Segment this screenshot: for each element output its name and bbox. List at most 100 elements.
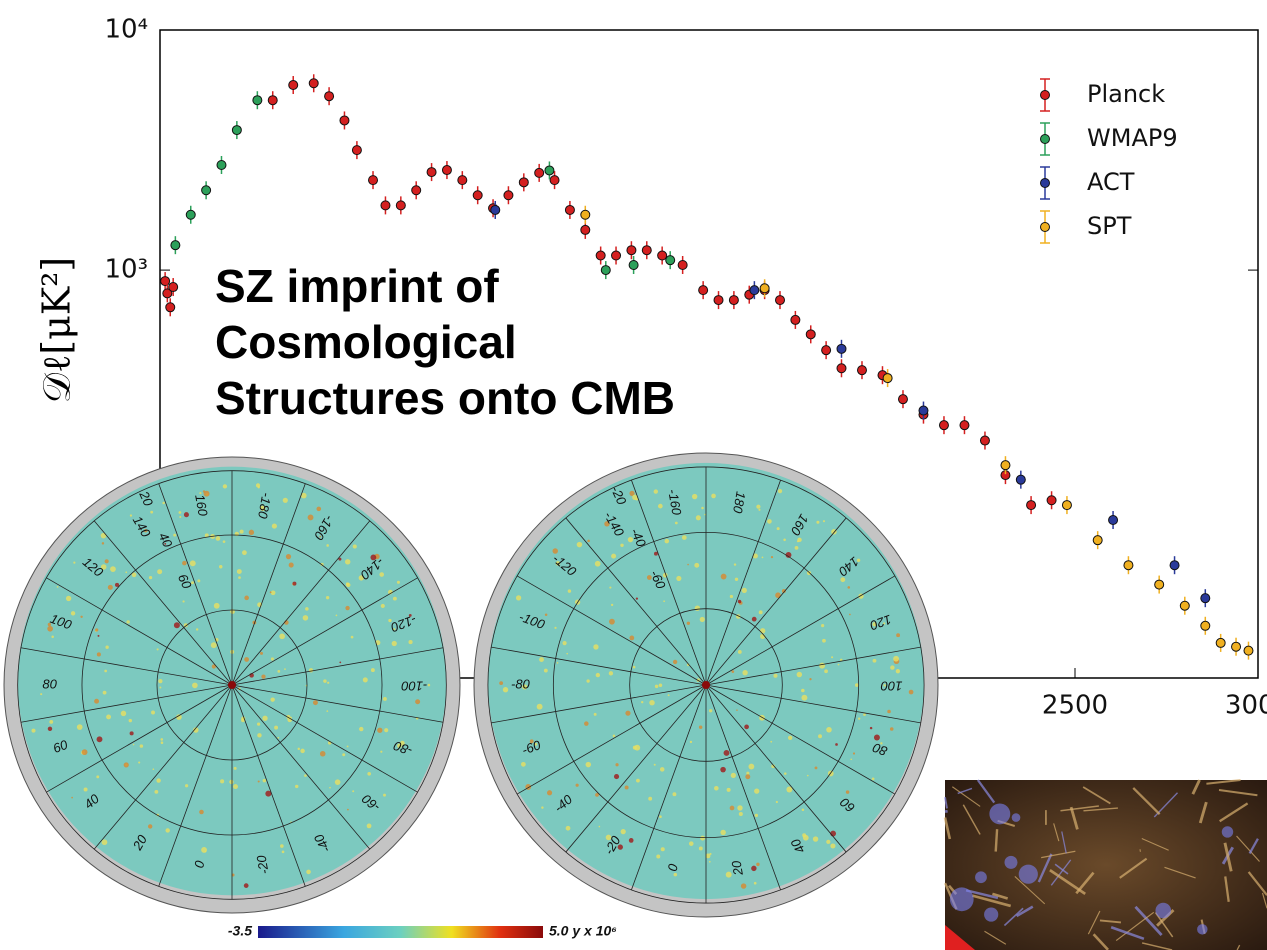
- map-speckle: [97, 736, 103, 742]
- map-speckle: [654, 552, 658, 556]
- data-point: [1232, 642, 1241, 651]
- map-speckle: [159, 687, 161, 689]
- data-point: [581, 210, 590, 219]
- inset-halo: [1197, 924, 1207, 934]
- data-point: [750, 286, 759, 295]
- map-speckle: [220, 779, 224, 783]
- inset-halo: [989, 803, 1010, 824]
- map-speckle: [80, 616, 82, 618]
- map-speckle: [788, 736, 792, 740]
- map-speckle: [802, 808, 805, 811]
- data-point: [550, 176, 559, 185]
- map-speckle: [323, 679, 326, 682]
- map-speckle: [415, 699, 420, 704]
- map-speckle: [289, 563, 294, 568]
- map-speckle: [701, 507, 704, 510]
- map-speckle: [234, 767, 237, 770]
- map-speckle: [537, 704, 543, 710]
- inset-halo: [984, 907, 998, 921]
- map-speckle: [48, 727, 52, 731]
- map-speckle: [613, 735, 616, 738]
- map-speckle: [634, 745, 640, 751]
- map-speckle: [174, 622, 180, 628]
- map-speckle: [609, 619, 615, 625]
- map-speckle: [739, 812, 743, 816]
- map-speckle: [381, 604, 385, 608]
- map-speckle: [754, 882, 757, 885]
- map-speckle: [850, 758, 852, 760]
- overlay-line: SZ imprint of: [215, 260, 499, 312]
- map-speckle: [384, 728, 388, 732]
- map-speckle: [383, 794, 386, 797]
- map-speckle: [179, 516, 181, 518]
- map-speckle: [98, 635, 100, 637]
- data-point: [340, 116, 349, 125]
- map-speckle: [853, 752, 855, 754]
- map-speckle: [130, 731, 134, 735]
- data-point: [202, 186, 211, 195]
- map-speckle: [258, 780, 260, 782]
- map-speckle: [274, 726, 278, 730]
- map-speckle: [329, 787, 331, 789]
- map-speckle: [316, 507, 321, 512]
- map-speckle: [102, 839, 108, 845]
- map-speckle: [367, 772, 371, 776]
- map-speckle: [66, 596, 71, 601]
- legend-label: Planck: [1087, 80, 1165, 108]
- y-axis-label: 𝒟ℓ[μK²]: [35, 257, 79, 404]
- map-speckle: [762, 557, 764, 559]
- colorbar-max: 5.0 y x 10⁶: [549, 923, 617, 939]
- data-point: [253, 96, 262, 105]
- map-speckle: [201, 847, 207, 853]
- inset-halo: [1019, 865, 1038, 884]
- map-speckle: [380, 751, 382, 753]
- map-speckle: [521, 762, 526, 767]
- data-point: [1016, 475, 1025, 484]
- map-speckle: [755, 814, 758, 817]
- map-speckle: [659, 815, 662, 818]
- map-speckle: [819, 663, 825, 669]
- data-point: [837, 344, 846, 353]
- data-point: [412, 186, 421, 195]
- map-speckle: [279, 634, 285, 640]
- map-lon-label: 80: [42, 676, 57, 691]
- map-speckle: [577, 542, 583, 548]
- map-speckle: [568, 589, 571, 592]
- map-speckle: [257, 733, 261, 737]
- map-speckle: [197, 579, 200, 582]
- data-point: [352, 146, 361, 155]
- data-point: [596, 251, 605, 260]
- map-speckle: [566, 826, 571, 831]
- map-speckle: [893, 656, 899, 662]
- map-speckle: [345, 559, 350, 564]
- data-point: [473, 191, 482, 200]
- map-speckle: [815, 766, 818, 769]
- data-point: [1093, 536, 1102, 545]
- map-speckle: [539, 657, 544, 662]
- map-speckle: [308, 515, 314, 521]
- legend-label: SPT: [1087, 212, 1132, 240]
- map-speckle: [214, 603, 220, 609]
- inset-image: [945, 780, 1267, 950]
- inset-halo: [975, 871, 987, 883]
- map-speckle: [363, 677, 368, 682]
- map-speckle: [661, 847, 665, 851]
- data-point: [491, 205, 500, 214]
- legend-label: WMAP9: [1087, 124, 1178, 152]
- data-point: [161, 277, 170, 286]
- map-speckle: [709, 861, 711, 863]
- map-speckle: [751, 866, 756, 871]
- map-speckle: [295, 785, 298, 788]
- map-speckle: [216, 536, 221, 541]
- data-point: [883, 374, 892, 383]
- legend-marker: [1041, 179, 1050, 188]
- data-point: [642, 246, 651, 255]
- map-speckle: [150, 511, 153, 514]
- map-speckle: [599, 826, 601, 828]
- map-speckle: [611, 604, 613, 606]
- map-speckle: [738, 650, 742, 654]
- map-speckle: [271, 590, 276, 595]
- map-speckle: [347, 745, 349, 747]
- data-point: [629, 261, 638, 270]
- map-speckle: [138, 761, 140, 763]
